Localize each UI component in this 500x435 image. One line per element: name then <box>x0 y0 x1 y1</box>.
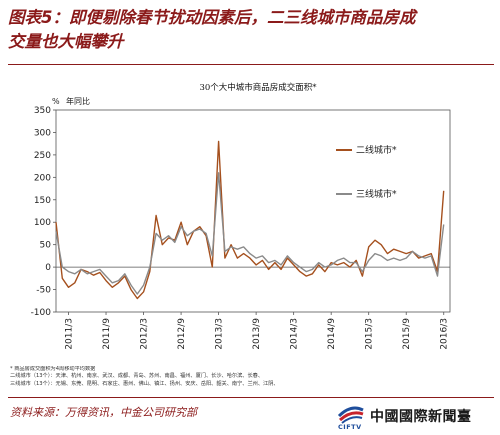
figure-title-line1: 图表5：即便剔除春节扰动因素后，二三线城市商品房成 <box>8 6 496 30</box>
legend-label-2: 三线城市* <box>356 188 397 200</box>
figure-title-line2: 交量也大幅攀升 <box>8 32 124 51</box>
x-tick-label: 2011/9 <box>102 318 112 350</box>
series-line-2 <box>55 172 445 295</box>
y-tick-label: 0 <box>45 263 51 273</box>
y-tick-label: 200 <box>34 173 51 183</box>
note-line-3: 三线城市（13个）：无锡、东莞、昆明、石家庄、惠州、佛山、镇江、扬州、安庆、岳阳… <box>10 380 279 387</box>
note-line-2: 二线城市（13个）：天津、杭州、南京、武汉、成都、青岛、苏州、南昌、福州、厦门、… <box>10 373 264 380</box>
axis-layer: -100 -50 0 50 100 150 200 250 300 350 2011/3 2011/9… <box>31 106 451 350</box>
chart-notes: * 商品房成交面积为4周移动平均数据 二线城市（13个）：天津、杭州、南京、武汉… <box>10 366 490 388</box>
logo-text: 中國國際新聞臺 <box>370 409 472 425</box>
figure-title: 图表5：即便剔除春节扰动因素后，二三线城市商品房成 交量也大幅攀升 <box>8 6 496 62</box>
logo-subtitle: CIFTV <box>338 423 362 431</box>
x-tick-label: 2011/3 <box>65 318 75 350</box>
x-tick-label: 2014/9 <box>327 318 337 350</box>
figure-title-text: ：即便剔除春节扰动因素后，二三线城市商品房成 <box>52 8 416 27</box>
y-tick-label: 250 <box>34 151 51 161</box>
x-tick-label: 2013/9 <box>252 318 262 350</box>
cnc-logo: CIFTV 中國國際新聞臺 <box>336 400 496 432</box>
source-text: 资料来源：万得资讯，中金公司研究部 <box>10 406 197 419</box>
chart-svg: 30个大中城市商品房成交面积* % 年同比 -100 -50 0 50 100 150 20… <box>31 82 451 350</box>
y-unit: % <box>52 97 60 106</box>
plot-frame <box>55 109 451 313</box>
y-tick-label: -50 <box>36 286 51 296</box>
x-tick-label: 2012/9 <box>177 318 187 350</box>
y-tick-label: 100 <box>34 218 51 228</box>
y-tick-label: 300 <box>34 128 51 138</box>
x-tick-label: 2012/3 <box>140 318 150 350</box>
chart-title: 30个大中城市商品房成交面积* <box>199 82 317 93</box>
y-axis-label: 年同比 <box>66 96 90 106</box>
figure-label: 图表 <box>8 8 41 27</box>
x-tick-label: 2015/3 <box>365 318 375 350</box>
series-line-1 <box>55 140 445 300</box>
globe-emblem-icon <box>337 406 364 424</box>
series-layer <box>55 140 445 300</box>
legend-label-1: 二线城市* <box>356 144 397 156</box>
note-line-1: * 商品房成交面积为4周移动平均数据 <box>10 366 96 372</box>
y-tick-label: 150 <box>34 196 51 206</box>
title-divider <box>8 64 494 65</box>
x-tick-label: 2015/9 <box>402 318 412 350</box>
legend: 二线城市* 三线城市* <box>336 144 397 200</box>
footer-divider <box>8 397 494 398</box>
y-tick-label: -100 <box>31 308 52 318</box>
x-tick-label: 2016/3 <box>440 318 450 350</box>
figure-number: 5 <box>41 8 53 27</box>
x-tick-label: 2013/3 <box>215 318 225 350</box>
line-chart: 30个大中城市商品房成交面积* % 年同比 -100 -50 0 50 100 150 20… <box>0 70 500 370</box>
y-tick-label: 50 <box>40 241 52 251</box>
y-tick-label: 350 <box>34 106 51 116</box>
x-tick-label: 2014/3 <box>290 318 300 350</box>
